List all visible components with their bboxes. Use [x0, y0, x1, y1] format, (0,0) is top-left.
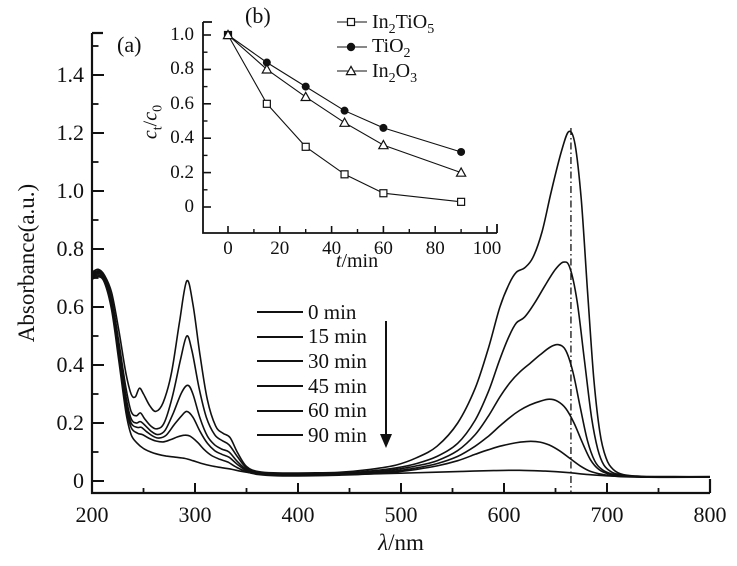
legend-line-sample: [257, 385, 303, 388]
decreasing-absorbance-arrow: [385, 321, 387, 436]
main-y-tick-label: 1.0: [56, 178, 85, 203]
legend-item-30min: 30 min: [257, 349, 367, 374]
catalyst-legend-item: In2TiO5: [336, 10, 435, 37]
legend-item-label: 30 min: [308, 348, 367, 373]
inset-x-axis-title: t/min: [335, 250, 379, 272]
main-y-tick-label: 0.8: [56, 236, 85, 261]
filled-circle-icon: [337, 42, 367, 52]
inset-x-tick-label: 60: [373, 238, 393, 259]
legend-line-sample: [257, 409, 303, 412]
main-x-tick-label: 500: [384, 502, 418, 527]
inset-y-tick-label: 0.2: [170, 161, 194, 183]
arrow-down-icon: [380, 434, 392, 448]
main-x-tick-label: 700: [590, 502, 624, 527]
main-x-tick-label: 300: [178, 502, 212, 527]
catalyst-name: In2O3: [372, 59, 418, 86]
legend-item-label: 60 min: [308, 398, 367, 423]
legend-item-label: 0 min: [308, 299, 357, 324]
inset-x-tick-label: 80: [425, 238, 445, 259]
kinetics-open-triangle-marker-triangle: [300, 91, 312, 102]
inset-x-tick-label: 0: [223, 238, 233, 259]
inset-y-axis-title: ct/c0: [139, 104, 166, 140]
spectrum-curve-60min: [91, 274, 711, 479]
catalyst-legend-item: TiO2: [336, 35, 434, 62]
inset-y-tick-label: 0.4: [170, 127, 194, 149]
kinetics-open-triangle-marker-triangle: [222, 29, 234, 40]
kinetics-open-square-marker-square: [379, 189, 388, 198]
inset-x-tick-label: 100: [472, 238, 502, 259]
kinetics-open-square-line: [227, 34, 462, 203]
legend-line-sample: [257, 311, 303, 314]
legend-item-label: 45 min: [308, 373, 367, 398]
kinetics-open-square-marker-square: [262, 99, 271, 108]
kinetics-open-square-marker-square: [301, 142, 310, 151]
spectrum-curve-90min: [91, 275, 711, 478]
catalyst-legend: In2TiO5 TiO2 In2O3: [336, 10, 435, 86]
kinetics-open-triangle-line: [227, 34, 462, 174]
kinetics-filled-circle-marker-circle: [262, 58, 271, 67]
main-x-tick-label: 400: [281, 502, 315, 527]
main-x-tick-label: 200: [75, 502, 109, 527]
spectrum-curve-0min: [91, 130, 711, 478]
open-square-icon: [337, 18, 367, 27]
kinetics-open-triangle-marker-triangle: [377, 139, 390, 150]
main-y-axis-title: Absorbance(a.u.): [14, 183, 39, 343]
inset-y-tick-label: 1.0: [170, 24, 194, 45]
legend-item-label: 90 min: [308, 422, 367, 447]
spectrum-curve-30min: [91, 271, 711, 478]
main-y-tick-label: 1.4: [56, 62, 85, 87]
open-triangle-icon: [337, 65, 367, 76]
legend-item-45min: 45 min: [257, 374, 367, 399]
kinetics-filled-circle-marker-circle: [457, 147, 466, 156]
inset-y-tick-label: 0.8: [170, 58, 194, 80]
time-legend: 0 min 15 min 30 min 45 min 60 min 90 min: [257, 300, 367, 448]
kinetics-open-square-marker-square: [340, 170, 349, 179]
legend-item-60min: 60 min: [257, 398, 367, 423]
kinetics-filled-circle-marker-circle: [301, 82, 310, 91]
spectrum-curve-45min: [91, 272, 711, 478]
legend-line-sample: [257, 335, 303, 338]
catalyst-legend-item: In2O3: [336, 59, 434, 86]
main-x-tick-label: 800: [693, 502, 727, 527]
inset-axes: [202, 21, 498, 234]
catalyst-name: In2TiO5: [372, 10, 435, 37]
legend-item-90min: 90 min: [257, 423, 367, 448]
kinetics-open-triangle-marker-triangle: [455, 166, 467, 177]
inset-x-tick-label: 20: [270, 238, 290, 259]
legend-item-label: 15 min: [308, 324, 367, 349]
legend-item-0min: 0 min: [257, 300, 367, 325]
main-x-tick-label: 600: [487, 502, 521, 527]
kinetics-filled-circle-marker-circle: [379, 123, 388, 132]
legend-item-15min: 15 min: [257, 324, 367, 350]
main-x-axis-title: λ/nm: [378, 530, 424, 555]
panel-b-label: (b): [245, 3, 271, 28]
kinetics-open-triangle-marker-triangle: [338, 116, 351, 127]
kinetics-open-square-marker-square: [457, 197, 466, 206]
main-y-tick-label: 1.2: [56, 120, 85, 145]
inset-x-tick-label: 40: [322, 238, 342, 259]
kinetics-open-triangle-marker-triangle: [261, 63, 273, 74]
main-y-tick-label: 0.2: [56, 410, 85, 435]
kinetics-filled-circle-line: [227, 34, 462, 153]
spectrum-curve-15min: [91, 261, 711, 478]
inset-y-tick-label: 0.6: [170, 92, 194, 114]
legend-line-sample: [257, 434, 303, 437]
main-y-tick-label: 0.4: [56, 352, 85, 377]
catalyst-name: TiO2: [372, 35, 411, 62]
inset-y-tick-label: 0: [184, 196, 195, 217]
panel-a-label: (a): [117, 32, 142, 57]
legend-line-sample: [257, 360, 303, 363]
main-y-tick-label: 0.6: [56, 294, 85, 319]
kinetics-filled-circle-marker-circle: [340, 106, 349, 115]
main-y-tick-label: 0: [73, 468, 84, 493]
